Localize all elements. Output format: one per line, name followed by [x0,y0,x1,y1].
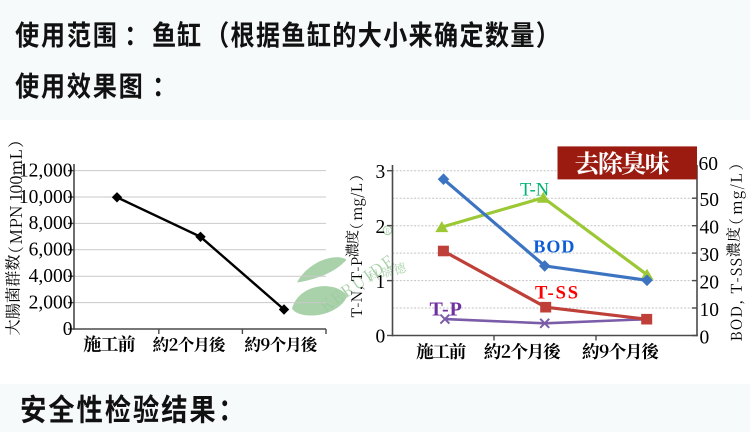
svg-text:1: 1 [376,272,386,293]
svg-text:30: 30 [700,245,720,266]
svg-text:20: 20 [700,273,720,294]
svg-text:BOD: BOD [533,236,575,256]
svg-text:10: 10 [700,300,720,321]
svg-text:4,000: 4,000 [29,266,73,287]
svg-text:T-N: T-N [520,180,549,200]
svg-text:0: 0 [376,327,386,348]
svg-text:3: 3 [376,162,386,183]
svg-text:60: 60 [699,154,719,175]
svg-text:6,000: 6,000 [29,240,73,261]
svg-text:40: 40 [700,218,720,239]
svg-text:2,000: 2,000 [29,292,73,313]
svg-text:T-P: T-P [430,298,463,320]
svg-text:12,000: 12,000 [19,160,73,181]
svg-text:2: 2 [376,217,386,238]
svg-text:10,000: 10,000 [19,187,73,208]
svg-text:0: 0 [700,327,710,348]
svg-text:0: 0 [63,319,73,340]
svg-text:T-SS: T-SS [535,283,580,303]
svg-text:8,000: 8,000 [29,213,73,234]
svg-text:50: 50 [700,190,720,211]
